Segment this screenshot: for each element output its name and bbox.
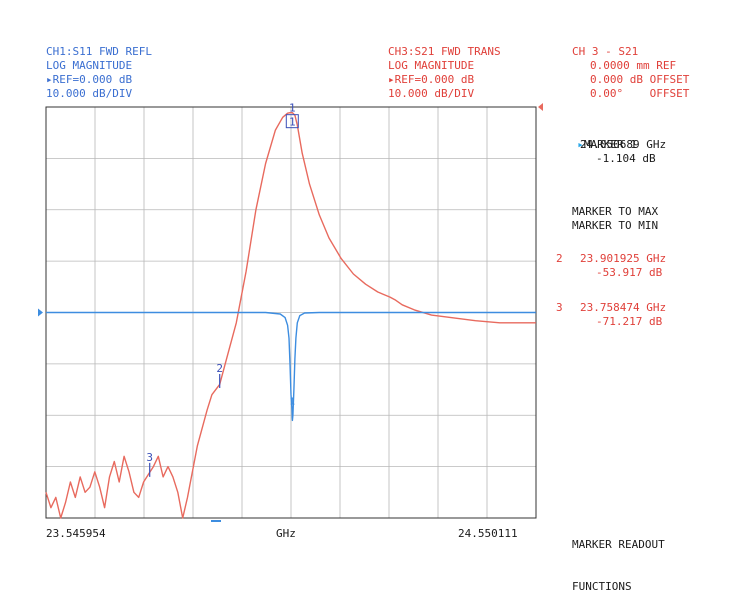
offset-line3: 0.00° OFFSET — [590, 87, 690, 100]
start-frequency-label: 23.545954 — [46, 527, 106, 540]
marker3-value: -71.217 dB — [596, 315, 663, 328]
marker-readout-line2: FUNCTIONS — [572, 580, 632, 593]
marker-readout-line1: MARKER READOUT — [572, 538, 665, 551]
ch3-reference-pointer — [538, 103, 543, 111]
ch1-reference-pointer — [38, 308, 43, 317]
frequency-unit-label: GHz — [276, 527, 296, 540]
offset-title: CH 3 - S21 — [572, 45, 639, 58]
ch3-format: LOG MAGNITUDE — [388, 59, 475, 72]
s21-trace-line — [45, 111, 536, 519]
marker-3-label: 3 — [146, 451, 153, 464]
marker-to-min-softkey[interactable]: MARKER TO MIN — [572, 219, 659, 232]
marker1-title: MARKER 1 — [583, 138, 637, 151]
ch1-ref: ▸REF=0.000 dB — [46, 73, 133, 86]
s11-trace-line — [46, 311, 536, 422]
marker2-value: -53.917 dB — [596, 266, 663, 279]
ch3-title: CH3:S21 FWD TRANS — [388, 45, 501, 58]
marker-to-max-softkey[interactable]: MARKER TO MAX — [572, 205, 659, 218]
marker1-softkey[interactable]: ▸MARKER 1 — [564, 124, 637, 152]
marker2-frequency: 23.901925 GHz — [580, 252, 667, 265]
ch3-scale: 10.000 dB/DIV — [388, 87, 475, 100]
offset-line2: 0.000 dB OFFSET — [590, 73, 690, 86]
stop-frequency-label: 24.550111 — [458, 527, 518, 540]
ch1-marker-1-label: 1 — [289, 396, 295, 407]
ch3-ref: ▸REF=0.000 dB — [388, 73, 475, 86]
marker2-number: 2 — [556, 252, 563, 265]
marker-1-inner-label: 1 — [289, 116, 296, 129]
ch1-scale: 10.000 dB/DIV — [46, 87, 133, 100]
ch1-format: LOG MAGNITUDE — [46, 59, 133, 72]
marker-2-label: 2 — [216, 362, 223, 375]
marker1-value: -1.104 dB — [596, 152, 656, 165]
offset-line1: 0.0000 mm REF — [590, 59, 677, 72]
marker3-frequency: 23.758474 GHz — [580, 301, 667, 314]
marker-1-label: 1 — [289, 102, 296, 115]
marker-1-box — [285, 114, 299, 129]
active-pointer-icon: ▸ — [577, 138, 584, 151]
ch1-title: CH1:S11 FWD REFL — [46, 45, 152, 58]
marker3-number: 3 — [556, 301, 563, 314]
marker1-frequency: 24.050689 GHz — [580, 138, 667, 151]
